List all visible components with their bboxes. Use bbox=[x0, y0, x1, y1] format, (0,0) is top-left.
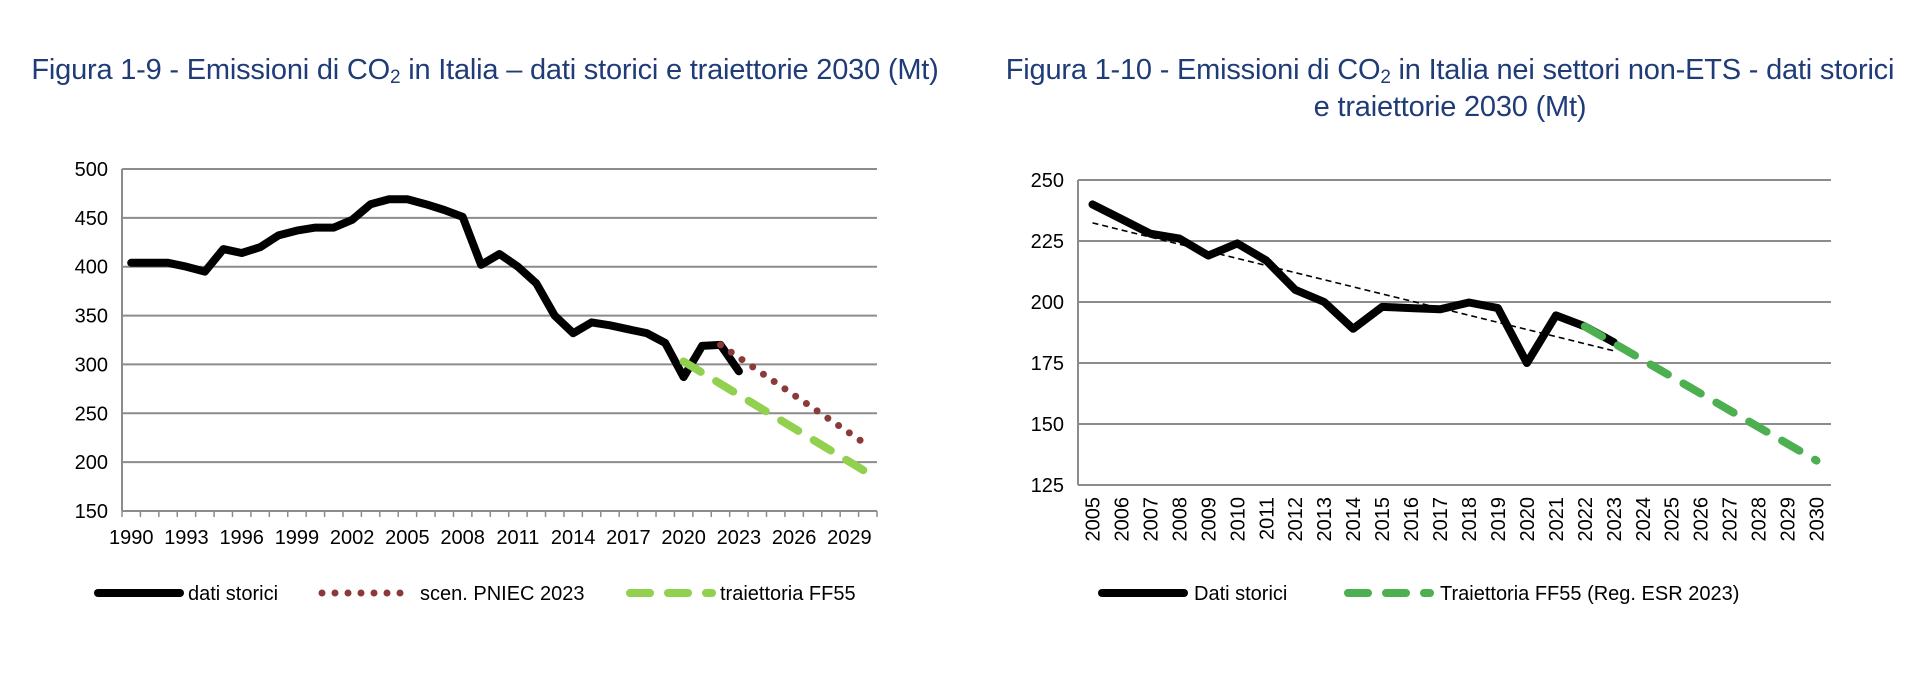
x-tick-label: 1993 bbox=[164, 527, 209, 549]
legend-label: dati storici bbox=[188, 583, 278, 605]
chart1-title: Figura 1-9 - Emissioni di CO2 in Italia … bbox=[20, 52, 950, 89]
y-tick-label: 450 bbox=[75, 208, 108, 230]
x-tick-label: 2018 bbox=[1459, 497, 1481, 542]
legend-label: traiettoria FF55 bbox=[720, 583, 856, 605]
series-dati-storici-line bbox=[127, 195, 743, 382]
x-tick-label: 2024 bbox=[1633, 497, 1655, 542]
x-tick-label: 2021 bbox=[1546, 497, 1568, 542]
x-tick-label: 2014 bbox=[1343, 497, 1365, 542]
x-tick-label: 2026 bbox=[1691, 497, 1713, 542]
legend-label: Traiettoria FF55 (Reg. ESR 2023) bbox=[1440, 583, 1739, 605]
y-tick-label: 500 bbox=[75, 159, 108, 181]
x-tick-label: 2017 bbox=[606, 527, 651, 549]
x-tick-label: 2006 bbox=[1111, 497, 1133, 542]
y-tick-label: 175 bbox=[1031, 353, 1064, 375]
y-tick-label: 250 bbox=[75, 403, 108, 425]
y-tick-label: 400 bbox=[75, 257, 108, 279]
x-tick-label: 2016 bbox=[1401, 497, 1423, 542]
chart1-co2-total: 150 200 250 300 350 400 450 500 1990 1993 1996 1999… bbox=[75, 159, 878, 605]
y-tick-label: 250 bbox=[1031, 170, 1064, 192]
chart1-title-part2: in Italia – dati storici e traiettorie 2… bbox=[400, 54, 939, 86]
chart2-title-part1: Figura 1-10 - Emissioni di CO bbox=[1005, 54, 1381, 86]
x-tick-label: 2023 bbox=[1604, 497, 1626, 542]
x-tick-label: 1999 bbox=[275, 527, 320, 549]
x-tick-label: 2027 bbox=[1720, 497, 1742, 542]
series-dati-storici-line bbox=[1088, 200, 1618, 367]
x-tick-label: 2014 bbox=[551, 527, 596, 549]
chart2-title-subscript: 2 bbox=[1380, 67, 1391, 88]
x-tick-label: 2029 bbox=[827, 527, 872, 549]
chart2-title-part2: in Italia nei settori non-ETS - dati sto… bbox=[1313, 54, 1895, 123]
x-tick-label: 2011 bbox=[496, 527, 539, 549]
y-tick-label: 300 bbox=[75, 354, 108, 376]
x-tick-label: 2019 bbox=[1488, 497, 1510, 542]
x-tick-label: 2009 bbox=[1198, 497, 1220, 542]
y-tick-label: 125 bbox=[1031, 475, 1064, 497]
legend-label: Dati storici bbox=[1194, 583, 1287, 605]
x-tick-label: 2020 bbox=[661, 527, 706, 549]
x-tick-label: 2023 bbox=[717, 527, 762, 549]
x-tick-label: 2013 bbox=[1314, 497, 1336, 542]
series-scen-pniec-2023-line bbox=[717, 341, 872, 449]
y-tick-label: 200 bbox=[1031, 292, 1064, 314]
y-tick-label: 225 bbox=[1031, 231, 1064, 253]
x-tick-label: 2007 bbox=[1140, 497, 1162, 542]
x-tick-label: 2030 bbox=[1807, 497, 1829, 542]
series-traiettoria-ff55-reg-esr-2023-line bbox=[1580, 322, 1821, 465]
series-traiettoria-ff55-line bbox=[679, 357, 872, 477]
x-tick-label: 2020 bbox=[1517, 497, 1539, 542]
y-tick-label: 200 bbox=[75, 452, 108, 474]
x-tick-label: 2008 bbox=[1169, 497, 1191, 542]
chart2-title: Figura 1-10 - Emissioni di CO2 in Italia… bbox=[1000, 52, 1900, 126]
chart2-co2-non-ets: 125 150 175 200 225 250 2005 2006 2007 2008 2009 20… bbox=[1031, 170, 1831, 605]
x-tick-label: 2025 bbox=[1662, 497, 1684, 542]
x-tick-label: 2010 bbox=[1227, 497, 1249, 542]
x-tick-label: 2005 bbox=[385, 527, 430, 549]
x-tick-label: 2011 bbox=[1256, 497, 1278, 540]
x-tick-label: 2002 bbox=[330, 527, 375, 549]
x-tick-label: 2029 bbox=[1778, 497, 1800, 542]
x-tick-label: 2017 bbox=[1430, 497, 1452, 542]
y-tick-label: 150 bbox=[1031, 414, 1064, 436]
chart1-title-subscript: 2 bbox=[390, 67, 401, 88]
x-tick-label: 2026 bbox=[772, 527, 817, 549]
legend-label: scen. PNIEC 2023 bbox=[420, 583, 585, 605]
x-tick-label: 2005 bbox=[1082, 497, 1104, 542]
y-tick-label: 350 bbox=[75, 306, 108, 328]
chart1-title-part1: Figura 1-9 - Emissioni di CO bbox=[31, 54, 391, 86]
x-tick-label: 2028 bbox=[1749, 497, 1771, 542]
x-tick-label: 2015 bbox=[1372, 497, 1394, 542]
y-tick-label: 150 bbox=[75, 501, 108, 523]
x-tick-label: 2008 bbox=[440, 527, 485, 549]
x-tick-label: 2012 bbox=[1285, 497, 1307, 542]
x-tick-label: 1996 bbox=[219, 527, 264, 549]
x-tick-label: 2022 bbox=[1575, 497, 1597, 542]
x-tick-label: 1990 bbox=[109, 527, 154, 549]
